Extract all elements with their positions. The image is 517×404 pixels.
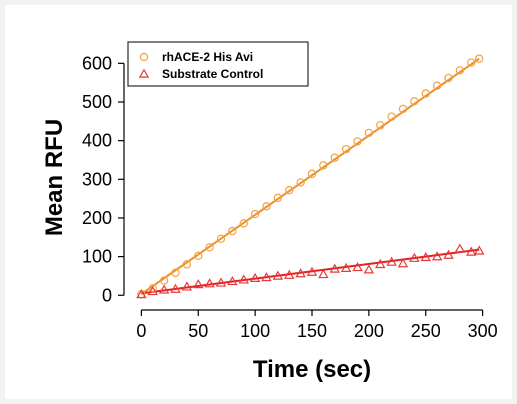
- data-point-triangle: [238, 274, 249, 284]
- data-point-circle: [307, 169, 317, 179]
- data-point-circle: [205, 243, 214, 252]
- data-point-circle: [159, 276, 169, 285]
- data-point-circle: [376, 120, 385, 130]
- y-tick-label: 400: [82, 131, 112, 151]
- y-tick-label: 500: [82, 92, 112, 112]
- data-point-triangle: [375, 258, 386, 269]
- data-point-circle: [353, 137, 362, 146]
- legend-items: rhACE-2 His Avi Substrate Control: [138, 50, 263, 81]
- data-point-triangle: [136, 289, 147, 299]
- data-point-triangle: [272, 270, 284, 280]
- data-point-triangle: [170, 283, 181, 293]
- x-tick-label: 150: [297, 321, 327, 341]
- data-point-circle: [330, 153, 339, 162]
- fit-line: [140, 57, 480, 295]
- data-point-circle: [364, 128, 374, 138]
- data-point-triangle: [454, 243, 466, 253]
- data-point-circle: [148, 284, 157, 293]
- data-point-circle: [182, 260, 192, 269]
- data-point-triangle: [227, 275, 238, 286]
- data-point-circle: [296, 178, 305, 187]
- data-point-triangle: [409, 252, 420, 262]
- y-tick-label: 0: [102, 285, 112, 305]
- data-point-circle: [216, 234, 226, 244]
- data-point-triangle: [249, 272, 261, 283]
- y-ticks-group: 0 100 200 300 400 500 600: [82, 53, 124, 305]
- data-point-circle: [239, 219, 248, 228]
- y-tick-label: 200: [82, 208, 112, 228]
- data-point-circle: [262, 202, 271, 211]
- data-point-circle: [387, 112, 396, 121]
- legend: rhACE-2 His Avi Substrate Control: [127, 41, 309, 87]
- data-point-circle: [228, 226, 237, 236]
- x-axis-title: Time (sec): [253, 356, 371, 383]
- data-point-circle: [432, 81, 442, 90]
- data-point-triangle: [147, 285, 158, 296]
- data-point-triangle: [386, 256, 397, 266]
- data-point-triangle: [306, 266, 318, 276]
- data-point-circle: [444, 73, 453, 83]
- data-point-triangle: [420, 251, 431, 262]
- data-point-triangle: [215, 277, 227, 287]
- data-point-triangle: [193, 279, 204, 289]
- data-point-triangle: [318, 268, 329, 279]
- data-point-triangle: [261, 272, 272, 282]
- data-point-triangle: [352, 262, 363, 272]
- data-point-triangle: [329, 263, 340, 273]
- data-point-circle: [273, 193, 283, 203]
- data-point-circle: [475, 54, 484, 63]
- data-point-triangle: [204, 278, 215, 288]
- data-point-triangle: [158, 284, 170, 294]
- data-point-circle: [250, 209, 260, 219]
- legend-marker: [138, 68, 150, 78]
- x-tick-label: 100: [240, 321, 270, 341]
- data-points-group: [136, 54, 485, 299]
- y-axis-title: Mean RFU: [41, 119, 68, 236]
- data-point-circle: [171, 268, 180, 278]
- y-tick-label: 600: [82, 53, 112, 73]
- legend-label: rhACE-2 His Avi: [162, 50, 253, 64]
- data-point-triangle: [431, 251, 443, 261]
- data-point-circle: [194, 251, 203, 261]
- legend-label: Substrate Control: [162, 67, 263, 81]
- x-ticks-group: 0 50 100 150 200 250 300: [136, 310, 498, 341]
- data-point-circle: [319, 161, 328, 170]
- y-tick-label: 100: [82, 247, 112, 267]
- data-point-circle: [341, 144, 351, 154]
- data-point-circle: [410, 97, 419, 106]
- data-point-triangle: [295, 268, 306, 278]
- legend-marker: [139, 52, 149, 62]
- data-point-triangle: [443, 249, 454, 259]
- data-point-triangle: [181, 281, 193, 291]
- data-point-circle: [455, 66, 465, 75]
- data-point-triangle: [340, 262, 352, 272]
- data-point-triangle: [284, 269, 295, 279]
- data-point-triangle: [473, 245, 485, 255]
- x-tick-label: 250: [411, 321, 441, 341]
- data-point-triangle: [397, 258, 409, 268]
- y-tick-label: 300: [82, 169, 112, 189]
- data-point-circle: [398, 104, 408, 114]
- data-point-circle: [467, 58, 476, 67]
- data-point-triangle: [363, 264, 375, 274]
- data-point-triangle: [466, 246, 477, 256]
- data-point-circle: [285, 185, 294, 195]
- x-tick-label: 0: [136, 321, 146, 341]
- x-tick-label: 300: [468, 321, 498, 341]
- x-tick-label: 200: [354, 321, 384, 341]
- legend-box: [127, 41, 309, 87]
- x-tick-label: 50: [188, 321, 208, 341]
- data-point-circle: [421, 89, 430, 98]
